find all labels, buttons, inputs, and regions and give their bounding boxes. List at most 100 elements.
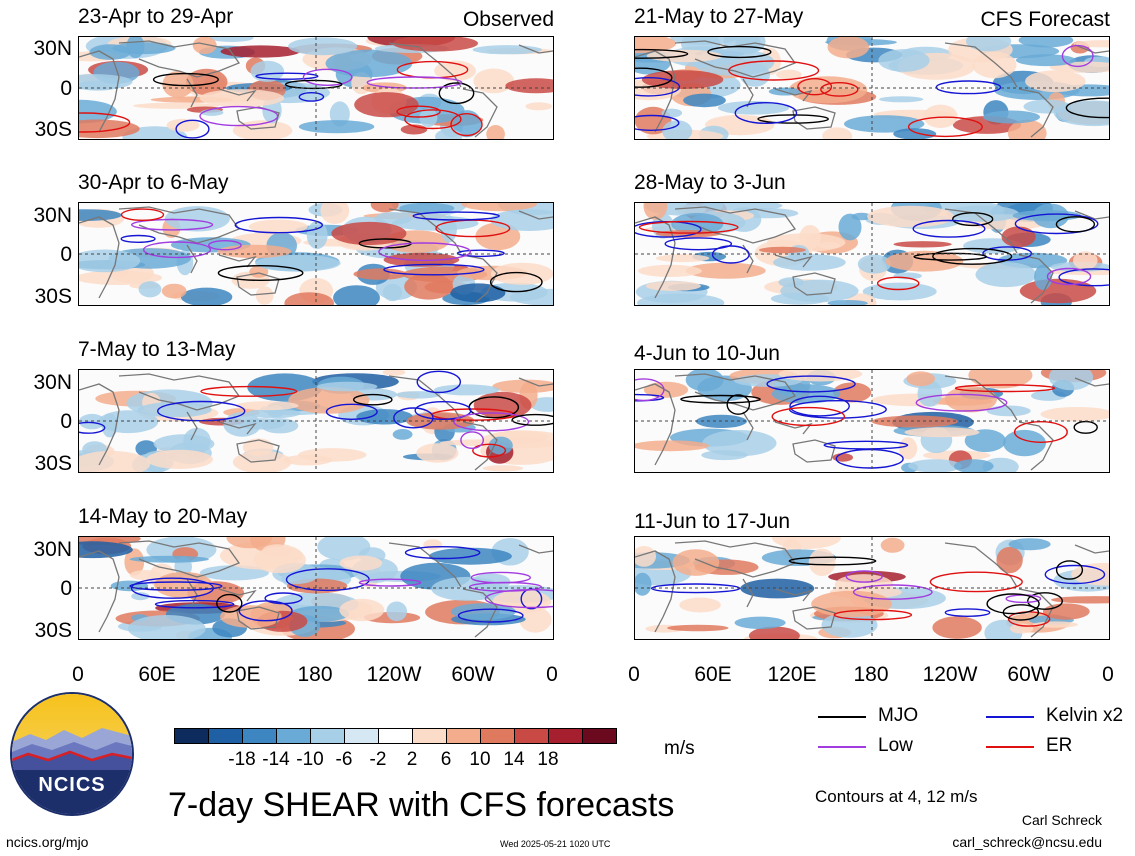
shear-anomaly-blob xyxy=(339,555,383,571)
wave-contour xyxy=(450,112,483,137)
footer-url: ncics.org/mjo xyxy=(6,834,89,850)
wave-contour xyxy=(913,252,988,261)
panel-title: 14-May to 20-May xyxy=(78,505,248,528)
coastline xyxy=(79,383,120,466)
wave-contour xyxy=(766,375,856,393)
shear-anomaly-blob xyxy=(1073,251,1098,270)
coastline xyxy=(742,411,754,441)
shear-anomaly-blob xyxy=(127,615,206,639)
wave-contour xyxy=(638,220,739,234)
shear-anomaly-blob xyxy=(331,221,407,246)
wave-contour xyxy=(217,265,304,282)
shear-anomaly-blob xyxy=(370,203,399,213)
lon-label: 120E xyxy=(767,663,817,686)
shear-anomaly-blob xyxy=(162,71,194,98)
coastline xyxy=(742,78,754,108)
forecast-tag: CFS Forecast xyxy=(980,8,1110,31)
shear-anomaly-blob xyxy=(404,273,453,300)
colorbar-swatch xyxy=(344,728,379,744)
shear-anomaly-blob xyxy=(986,405,1031,417)
shear-anomaly-blob xyxy=(748,626,800,639)
wave-contour xyxy=(757,114,829,124)
shear-anomaly-blob xyxy=(702,430,777,457)
wave-contour xyxy=(472,443,507,458)
coastline xyxy=(79,550,120,633)
wave-contour xyxy=(325,403,378,420)
colorbar-tick-label: 6 xyxy=(440,749,452,770)
wave-contour xyxy=(396,105,441,118)
shear-anomaly-blob xyxy=(248,219,308,234)
shear-anomaly-blob xyxy=(217,244,292,259)
shear-anomaly-blob xyxy=(672,549,720,576)
wave-contour xyxy=(142,241,212,259)
coastline xyxy=(186,411,198,441)
lat-label: 30S xyxy=(34,452,72,475)
shear-anomaly-blob xyxy=(138,281,162,298)
shear-map-panel xyxy=(634,202,1110,306)
shear-anomaly-blob xyxy=(137,402,212,418)
coastline xyxy=(742,578,754,608)
wave-contour xyxy=(635,378,665,402)
wave-contour xyxy=(352,393,393,406)
colorbar-tick-label: 2 xyxy=(406,749,418,770)
wave-contour xyxy=(728,60,820,81)
wave-contour xyxy=(79,421,106,434)
wave-contour xyxy=(1027,592,1064,610)
shear-anomaly-blob xyxy=(354,92,419,118)
shear-anomaly-blob xyxy=(129,555,209,563)
lon-label: 120E xyxy=(211,663,261,686)
shear-anomaly-blob xyxy=(655,254,710,263)
lon-label: 180 xyxy=(853,663,889,686)
shear-anomaly-blob xyxy=(965,37,1012,52)
shear-anomaly-blob xyxy=(906,371,935,387)
lat-label: 0 xyxy=(60,243,72,266)
colorbar-tick-label: 14 xyxy=(503,749,525,770)
panel-title: 21-May to 27-May xyxy=(634,5,804,28)
coastline xyxy=(1018,421,1054,471)
lon-label: 0 xyxy=(628,663,640,686)
shear-anomaly-blob xyxy=(885,250,964,272)
shear-anomaly-blob xyxy=(505,78,553,94)
shear-anomaly-blob xyxy=(220,45,300,58)
footer-email: carl_schreck@ncsu.edu xyxy=(952,834,1102,850)
shear-anomaly-blob xyxy=(685,262,766,279)
wave-contour xyxy=(833,609,913,621)
shear-anomaly-blob xyxy=(79,270,163,285)
shear-map xyxy=(635,203,1109,305)
wave-contour xyxy=(1044,564,1106,585)
wave-contour xyxy=(456,249,505,258)
colorbar-swatch xyxy=(412,728,447,744)
legend-label: MJO xyxy=(878,705,919,726)
legend-label: ER xyxy=(1046,735,1073,756)
wave-contour xyxy=(907,116,983,138)
shear-anomaly-blob xyxy=(827,37,870,59)
shear-map-panel xyxy=(78,536,554,640)
shear-anomaly-blob xyxy=(645,281,701,291)
lon-label: 60W xyxy=(451,663,495,686)
shear-anomaly-blob xyxy=(255,286,274,305)
wave-contour xyxy=(238,600,293,622)
shear-anomaly-blob xyxy=(450,283,506,303)
shear-anomaly-blob xyxy=(637,293,725,305)
shear-anomaly-blob xyxy=(1003,429,1046,457)
panel-title: 28-May to 3-Jun xyxy=(634,171,786,194)
shear-anomaly-blob xyxy=(662,120,693,139)
coastline xyxy=(186,244,198,274)
wave-contour xyxy=(470,571,531,584)
wave-contour xyxy=(797,78,833,96)
coastline xyxy=(388,375,462,421)
wave-contour xyxy=(734,101,798,124)
wave-contour xyxy=(175,119,210,139)
wave-contour xyxy=(680,394,761,404)
shear-anomaly-blob xyxy=(298,448,367,462)
shear-anomaly-blob xyxy=(253,546,306,574)
shear-map xyxy=(635,537,1109,639)
shear-anomaly-blob xyxy=(416,443,459,463)
legend-label: Kelvin x2 xyxy=(1046,705,1124,726)
shear-anomaly-blob xyxy=(255,254,341,272)
wave-contour xyxy=(820,82,859,97)
shear-anomaly-blob xyxy=(871,415,958,428)
lat-label: 0 xyxy=(60,410,72,433)
shear-anomaly-blob xyxy=(788,76,868,104)
wave-contour xyxy=(412,211,500,221)
